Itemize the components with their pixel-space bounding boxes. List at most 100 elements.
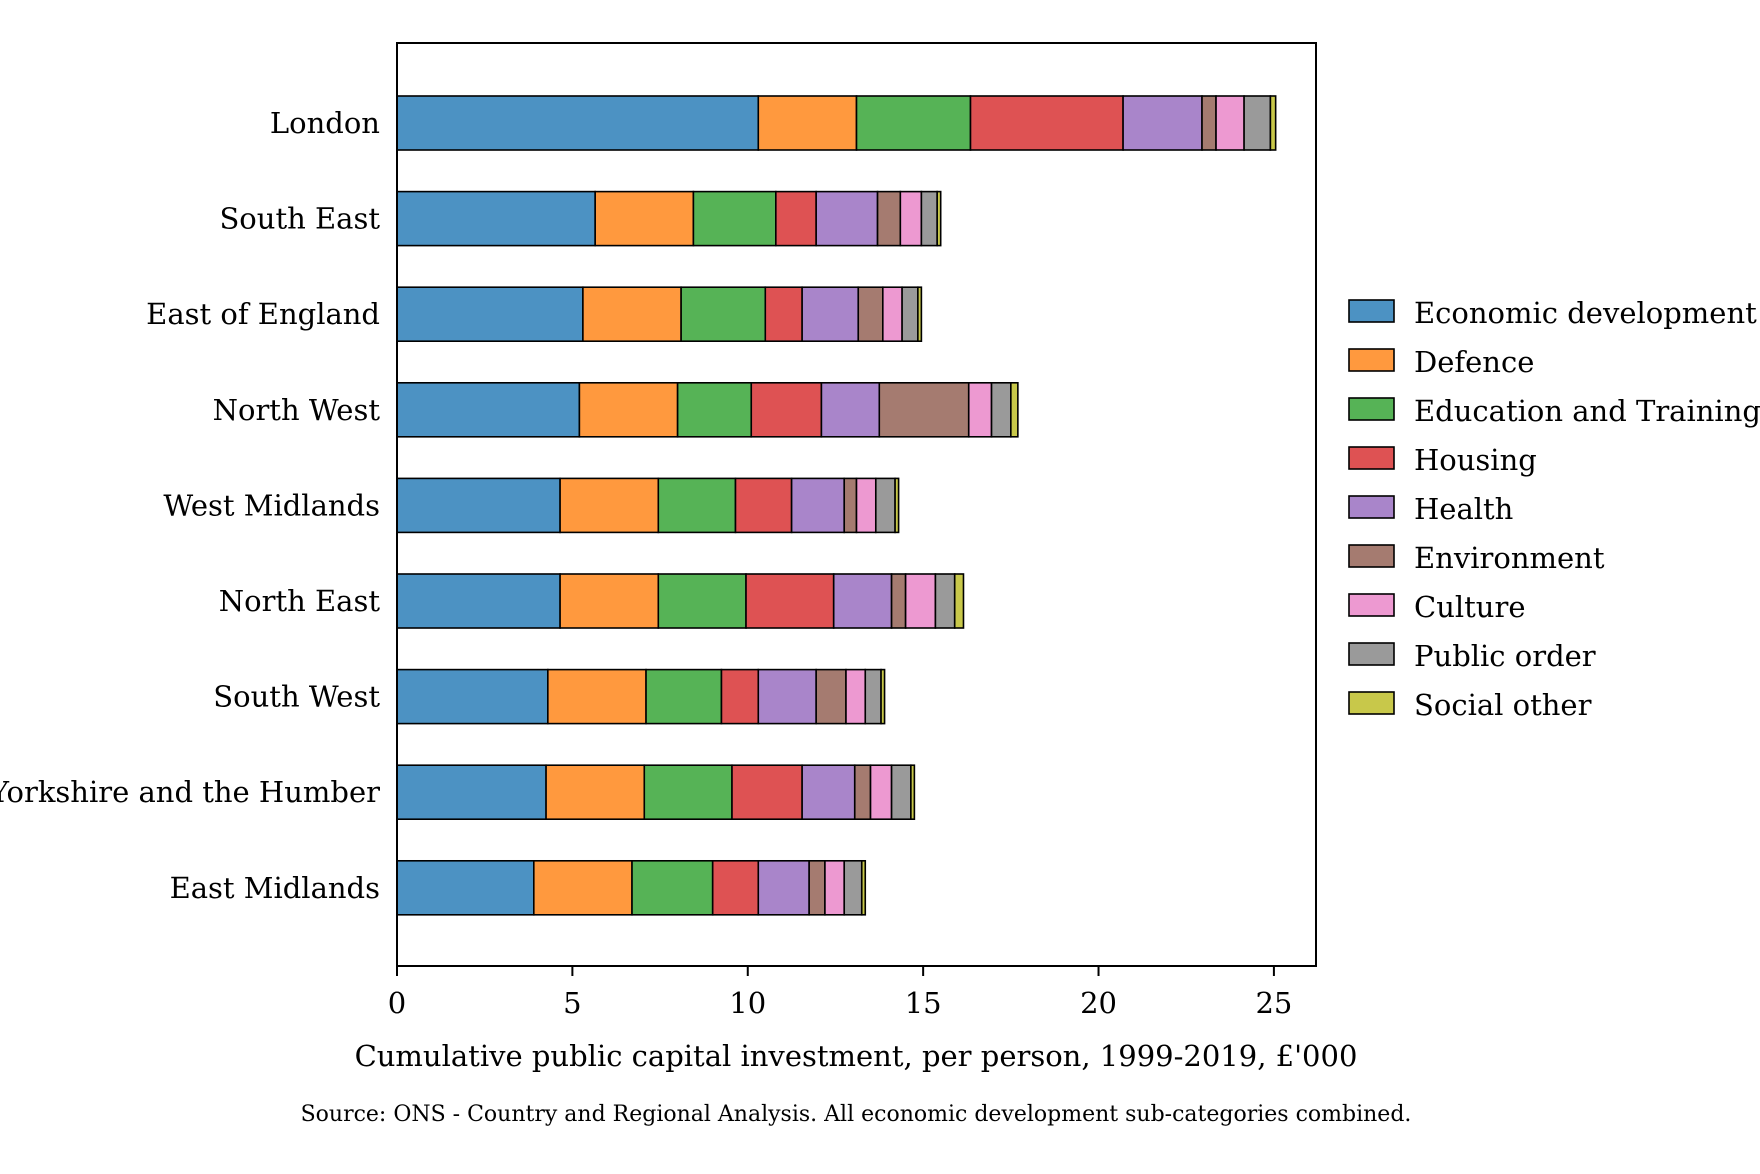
bar-segment-south-west-housing [720,668,760,725]
bar-segment-north-west-defence [578,381,679,438]
bar-segment-south-east-social-other [936,190,942,247]
legend-label-environment: Environment [1414,541,1605,575]
bar-segment-west-midlands-social-other [894,477,900,534]
x-axis: 0 5 10 15 20 25 [388,966,1292,1020]
bar-segment-east-midlands-culture [824,859,846,916]
category-label-east-of-england: East of England [146,297,380,331]
legend-label-housing: Housing [1414,443,1537,477]
bar-segment-south-east-education-and-training [692,190,777,247]
x-tick-label-0: 0 [388,986,406,1020]
x-tick-label-5: 5 [563,986,581,1020]
bar-segment-yorkshire-and-the-humber-defence [545,764,646,821]
legend-swatch-economic-development [1348,299,1395,323]
bar-segment-north-east-culture [904,573,937,629]
category-label-east-midlands: East Midlands [170,871,380,905]
bar-segment-london-environment [1201,95,1217,151]
bar-segment-east-midlands-education-and-training [631,859,714,916]
bar-segment-yorkshire-and-the-humber-economic-development [396,764,547,821]
category-label-south-west: South West [213,680,380,714]
bar-segment-south-west-defence [547,668,647,725]
bar-segment-yorkshire-and-the-humber-environment [853,764,872,821]
x-tick-label-10: 10 [729,986,766,1020]
category-label-south-east: South East [219,202,380,236]
bar-segment-north-east-economic-development [396,573,561,629]
bar-segment-london-social-other [1269,95,1277,151]
bar-segment-south-west-public-order [864,668,882,725]
legend-item-education-and-training: Education and Training [1348,394,1760,428]
bar-group-east-midlands [396,859,867,916]
bar-segment-south-east-defence [594,190,695,247]
bar-segment-north-west-social-other [1010,381,1019,438]
legend-item-economic-development: Economic development [1348,296,1757,330]
legend-swatch-culture [1348,593,1395,617]
bar-segment-north-east-social-other [953,573,965,629]
bar-segment-south-west-education-and-training [645,668,723,725]
bar-group-west-midlands [396,477,900,534]
legend-label-education-and-training: Education and Training [1414,394,1760,428]
legend-label-social-other: Social other [1414,688,1592,722]
bar-segment-north-east-public-order [934,573,956,629]
bar-segment-east-midlands-environment [808,859,826,916]
bar-segment-south-east-public-order [920,190,938,247]
legend-swatch-social-other [1348,691,1395,715]
legend-swatch-public-order [1348,642,1395,666]
bar-segment-north-west-public-order [990,381,1012,438]
bar-group-south-east [396,190,942,247]
legend-item-environment: Environment [1348,541,1605,575]
x-tick-label-15: 15 [905,986,942,1020]
plot-frame [396,42,1317,967]
bar-segment-north-west-environment [878,381,970,438]
bar-segment-west-midlands-housing [734,477,793,534]
category-labels: London South East East of England North Wes… [0,106,380,905]
bar-segment-london-economic-development [396,95,760,151]
legend-swatch-education-and-training [1348,397,1395,421]
bar-segment-east-of-england-defence [582,286,682,343]
legend-label-culture: Culture [1414,590,1526,624]
bar-segment-london-culture [1215,95,1245,151]
bar-segment-east-of-england-economic-development [396,286,584,343]
legend-item-defence: Defence [1348,345,1534,379]
category-label-london: London [270,106,380,140]
source-note: Source: ONS - Country and Regional Analy… [301,1102,1412,1127]
bar-segment-east-of-england-social-other [917,286,923,343]
category-label-north-west: North West [213,393,381,427]
bar-segment-south-east-culture [899,190,923,247]
legend-label-economic-development: Economic development [1414,296,1757,330]
bar-segment-south-west-culture [845,668,867,725]
bar-segment-london-defence [757,95,858,151]
bar-group-yorkshire-and-the-humber [396,764,916,821]
bar-segment-east-of-england-environment [857,286,884,343]
bar-segment-yorkshire-and-the-humber-public-order [890,764,912,821]
bar-segment-london-education-and-training [855,95,972,151]
legend-swatch-housing [1348,446,1395,470]
bar-segment-west-midlands-defence [559,477,660,534]
bar-segment-north-east-defence [559,573,660,629]
bar-segment-north-east-housing [745,573,835,629]
bar-segment-west-midlands-education-and-training [657,477,737,534]
legend-item-housing: Housing [1348,443,1537,477]
bar-segment-north-west-education-and-training [676,381,753,438]
legend-swatch-health [1348,495,1395,519]
bar-segment-west-midlands-environment [843,477,858,534]
bar-segment-west-midlands-public-order [874,477,896,534]
bar-segment-north-west-culture [967,381,993,438]
legend-item-health: Health [1348,492,1513,526]
legend-item-public-order: Public order [1348,639,1596,673]
bar-segment-east-of-england-culture [882,286,903,343]
bar-segment-south-west-health [757,668,817,725]
legend-label-public-order: Public order [1414,639,1596,673]
bar-group-north-west [396,381,1019,438]
bar-segment-north-east-education-and-training [657,573,747,629]
bar-segment-east-midlands-health [757,859,810,916]
bar-group-south-west [396,668,886,725]
bar-segment-north-west-economic-development [396,381,581,438]
bar-group-north-east [396,573,965,629]
bar-segment-east-midlands-housing [711,859,760,916]
bar-segment-north-west-housing [750,381,823,438]
x-tick-label-20: 20 [1080,986,1117,1020]
bar-segment-west-midlands-culture [855,477,877,534]
x-axis-label: Cumulative public capital investment, pe… [355,1039,1358,1073]
category-label-north-east: North East [219,584,381,618]
bar-segment-east-midlands-defence [532,859,633,916]
